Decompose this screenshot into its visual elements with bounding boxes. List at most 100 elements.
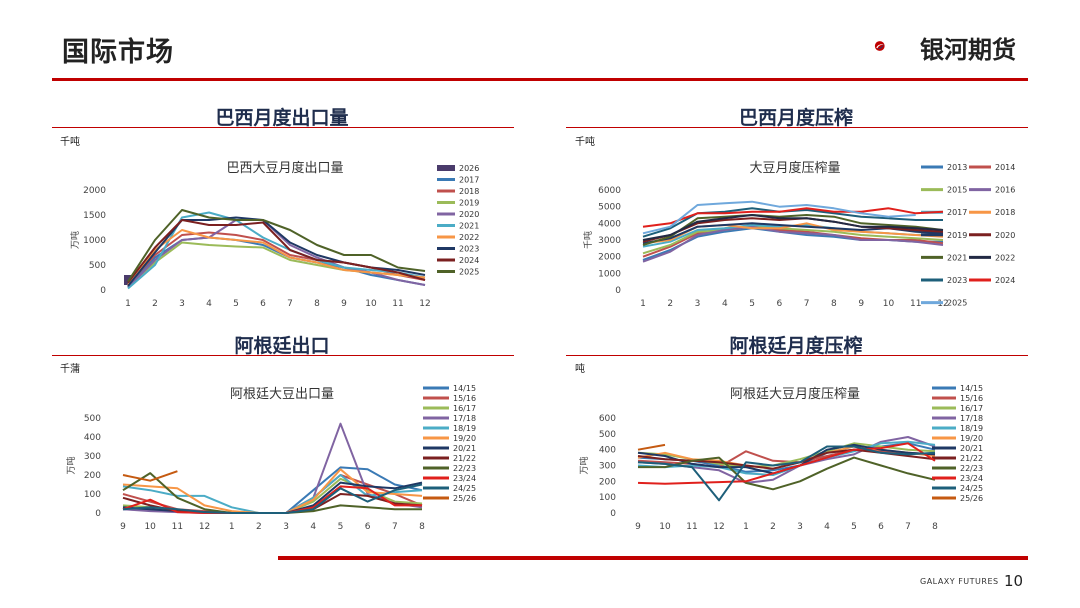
legend-label: 16/17 (453, 404, 476, 413)
unit-label: 吨 (575, 364, 585, 375)
x-tick-label: 11 (910, 299, 921, 309)
x-tick-label: 6 (776, 299, 782, 309)
section-heading-argentina-crush: 阿根廷月度压榨 (729, 335, 863, 357)
series-line-24/25 (122, 483, 423, 514)
series-line-2017 (127, 236, 426, 288)
x-tick-label: 8 (314, 299, 320, 309)
series-line-2015 (642, 225, 944, 255)
legend-label: 25/26 (960, 494, 983, 503)
page-number: 10 (1004, 572, 1024, 590)
series-line-24/25 (637, 445, 936, 502)
series-line-2025 (642, 200, 916, 235)
y-tick-label: 1000 (598, 269, 621, 279)
x-tick-label: 10 (144, 522, 156, 532)
y-tick-label: 3000 (598, 236, 621, 246)
section-heading-brazil-crush: 巴西月度压榨 (738, 107, 853, 129)
x-tick-label: 3 (179, 299, 185, 309)
legend-label: 22/23 (960, 464, 983, 473)
legend-label: 22/23 (453, 464, 476, 473)
x-tick-label: 3 (797, 522, 803, 532)
x-tick-label: 8 (831, 299, 837, 309)
legend-label: 2018 (995, 208, 1015, 217)
section-divider (52, 355, 514, 356)
legend-label: 2025 (947, 299, 967, 308)
series-line-2016 (642, 225, 944, 263)
legend-label: 2026 (459, 164, 479, 173)
legend-label: 2019 (459, 199, 479, 208)
legend-label: 21/22 (453, 454, 476, 463)
x-tick-label: 2 (667, 299, 673, 309)
x-tick-label: 2 (152, 299, 158, 309)
legend-label: 2015 (947, 186, 967, 195)
header-divider (52, 78, 1028, 81)
legend-label: 14/15 (960, 384, 983, 393)
legend-label: 24/25 (453, 484, 476, 493)
brand-name: 银河期货 (920, 36, 1016, 64)
chart-title: 阿根廷大豆月度压榨量 (730, 386, 860, 402)
section-divider (566, 355, 1028, 356)
x-tick-label: 10 (365, 299, 377, 309)
legend-label: 20/21 (960, 444, 983, 453)
y-tick-label: 1000 (83, 236, 106, 246)
legend-label: 23/24 (960, 474, 983, 483)
legend-label: 2017 (947, 208, 967, 217)
y-tick-label: 0 (615, 286, 621, 296)
legend-label: 16/17 (960, 404, 983, 413)
unit-label: 千吨 (60, 137, 80, 148)
x-tick-label: 9 (120, 522, 126, 532)
y-tick-label: 500 (599, 430, 616, 440)
section-divider (52, 127, 514, 128)
x-tick-label: 5 (233, 299, 239, 309)
x-tick-label: 3 (283, 522, 289, 532)
y-tick-label: 0 (95, 509, 101, 519)
chart-title: 大豆月度压榨量 (749, 160, 840, 176)
y-axis-label: 万吨 (65, 456, 77, 474)
legend-label: 24/25 (960, 484, 983, 493)
x-tick-label: 5 (749, 299, 755, 309)
y-tick-label: 100 (84, 490, 101, 500)
y-tick-label: 6000 (598, 186, 621, 196)
legend-label: 21/22 (960, 454, 983, 463)
series-line-2024 (642, 207, 944, 228)
legend-label: 2013 (947, 163, 967, 172)
galaxy-logo-icon (874, 41, 885, 51)
x-tick-label: 3 (695, 299, 701, 309)
y-tick-label: 200 (599, 477, 616, 487)
x-tick-label: 8 (419, 522, 425, 532)
x-tick-label: 11 (392, 299, 403, 309)
unit-label: 千吨 (575, 137, 595, 148)
x-tick-label: 5 (338, 522, 344, 532)
y-axis-label: 千吨 (582, 231, 594, 249)
x-tick-label: 4 (722, 299, 728, 309)
x-tick-label: 11 (172, 522, 183, 532)
series-line-2022 (127, 229, 426, 286)
x-tick-label: 4 (206, 299, 212, 309)
y-tick-label: 500 (89, 261, 106, 271)
legend-label: 2016 (995, 186, 1015, 195)
y-tick-label: 0 (610, 509, 616, 519)
legend-label: 2020 (995, 231, 1015, 240)
legend-label: 2020 (459, 210, 479, 219)
legend-label: 2018 (459, 187, 479, 196)
series-line-2021 (642, 214, 944, 246)
x-tick-label: 6 (260, 299, 266, 309)
legend-label: 17/18 (453, 414, 476, 423)
y-tick-label: 4000 (598, 219, 621, 229)
legend-label: 2024 (459, 256, 479, 265)
x-tick-label: 7 (287, 299, 293, 309)
series-line-25/26 (122, 470, 178, 482)
footer-divider (278, 556, 1028, 560)
y-tick-label: 400 (599, 446, 616, 456)
section-heading-argentina-exports: 阿根廷出口 (234, 335, 330, 357)
legend-label: 2017 (459, 176, 479, 185)
y-tick-label: 400 (84, 433, 101, 443)
y-tick-label: 0 (100, 286, 106, 296)
legend-label: 2022 (459, 233, 479, 242)
legend-label: 25/26 (453, 494, 476, 503)
legend-label: 2021 (947, 253, 967, 262)
legend-label: 15/16 (453, 394, 476, 403)
